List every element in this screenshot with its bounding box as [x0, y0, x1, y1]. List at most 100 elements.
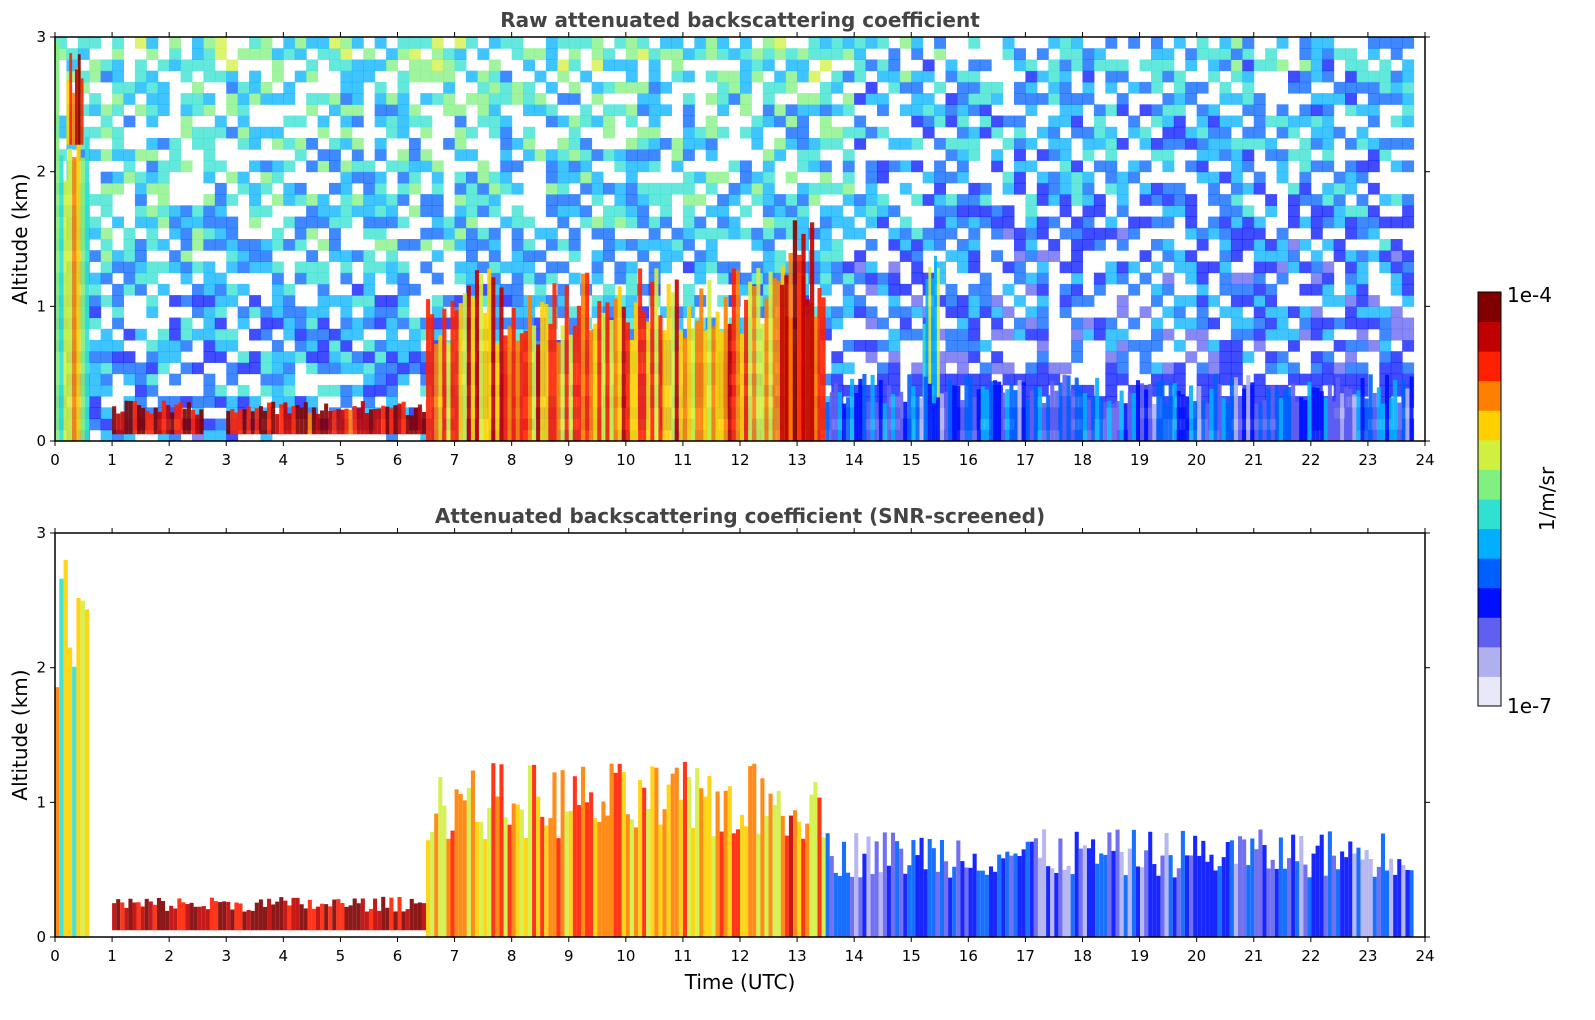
noise-cell: [911, 194, 924, 206]
feature-strip: [1405, 388, 1410, 441]
noise-cell: [237, 81, 250, 94]
noise-cell: [89, 407, 102, 420]
noise-cell: [100, 239, 113, 251]
noise-cell: [1333, 317, 1346, 330]
feature-strip: [841, 841, 847, 937]
noise-cell: [363, 182, 376, 195]
noise-cell: [614, 37, 627, 49]
noise-cell: [454, 126, 467, 139]
noise-cell: [682, 115, 695, 128]
noise-cell: [1173, 340, 1186, 352]
noise-cell: [89, 340, 102, 352]
noise-cell: [1322, 59, 1335, 72]
noise-cell: [945, 70, 958, 83]
noise-cell: [1071, 261, 1083, 274]
noise-cell: [1310, 48, 1323, 60]
noise-cell: [797, 126, 809, 139]
noise-cell: [1322, 351, 1335, 363]
noise-cell: [386, 93, 398, 105]
feature-strip: [1050, 868, 1055, 937]
noise-cell: [1116, 362, 1129, 375]
noise-cell: [956, 216, 969, 229]
noise-cell: [1036, 216, 1049, 229]
noise-cell: [842, 384, 855, 397]
noise-cell: [934, 362, 946, 375]
noise-cell: [568, 160, 581, 173]
noise-cell: [819, 48, 832, 60]
noise-cell: [112, 59, 124, 72]
noise-cell: [774, 81, 787, 94]
noise-cell: [100, 205, 113, 218]
noise-cell: [1253, 182, 1266, 195]
feature-strip: [197, 906, 202, 931]
noise-cell: [819, 396, 832, 408]
feature-strip: [442, 805, 447, 937]
noise-cell: [1208, 351, 1220, 363]
noise-cell: [157, 283, 170, 296]
noise-cell: [1402, 283, 1415, 296]
feature-strip: [275, 901, 280, 931]
noise-cell: [431, 205, 444, 218]
x-tick-label: 18: [1073, 947, 1092, 965]
noise-cell: [603, 227, 615, 240]
noise-cell: [55, 115, 67, 128]
noise-cell: [1025, 317, 1038, 330]
feature-strip: [1050, 380, 1055, 441]
noise-cell: [271, 295, 284, 307]
noise-cell: [511, 37, 524, 49]
noise-cell: [89, 306, 102, 319]
noise-cell: [1265, 194, 1278, 206]
y-tick-label: 1: [36, 297, 46, 315]
x-tick-label: 20: [1187, 947, 1206, 965]
noise-cell: [203, 59, 216, 72]
noise-cell: [112, 37, 124, 49]
noise-cell: [1276, 261, 1289, 274]
feature-strip: [564, 811, 569, 937]
noise-cell: [306, 205, 319, 218]
noise-cell: [157, 93, 170, 105]
x-tick-label: 19: [1130, 947, 1149, 965]
noise-cell: [603, 216, 615, 229]
feature-strip: [1078, 848, 1083, 937]
noise-cell: [214, 216, 227, 229]
noise-cell: [1173, 373, 1186, 386]
noise-cell: [443, 59, 456, 72]
noise-cell: [397, 81, 410, 94]
noise-cell: [169, 317, 182, 330]
noise-cell: [77, 126, 90, 139]
noise-cell: [808, 227, 821, 240]
feature-strip: [740, 333, 745, 441]
noise-cell: [1276, 250, 1289, 262]
noise-cell: [968, 138, 981, 150]
noise-cell: [1253, 250, 1266, 262]
noise-cell: [1402, 138, 1415, 150]
noise-cell: [762, 171, 775, 184]
noise-cell: [911, 373, 924, 386]
feature-strip: [226, 410, 231, 435]
noise-cell: [1071, 295, 1083, 307]
noise-cell: [1014, 160, 1026, 173]
noise-cell: [1288, 205, 1300, 218]
feature-strip: [507, 326, 512, 441]
noise-cell: [477, 93, 490, 105]
noise-cell: [625, 115, 638, 128]
noise-cell: [1105, 149, 1118, 161]
feature-strip: [1119, 851, 1124, 937]
noise-cell: [431, 48, 444, 60]
feature-strip: [1307, 877, 1312, 937]
noise-cell: [397, 362, 410, 375]
feature-strip: [1323, 397, 1328, 441]
feature-strip: [336, 899, 341, 931]
noise-cell: [1356, 216, 1369, 229]
noise-cell: [249, 126, 261, 139]
noise-cell: [249, 295, 261, 307]
noise-cell: [1105, 37, 1118, 49]
noise-cell: [157, 81, 170, 94]
noise-cell: [580, 216, 593, 229]
noise-cell: [1036, 126, 1049, 139]
noise-cell: [899, 70, 912, 83]
feature-strip: [1095, 377, 1100, 441]
noise-cell: [1048, 216, 1061, 229]
noise-cell: [1288, 239, 1300, 251]
noise-cell: [956, 93, 969, 105]
